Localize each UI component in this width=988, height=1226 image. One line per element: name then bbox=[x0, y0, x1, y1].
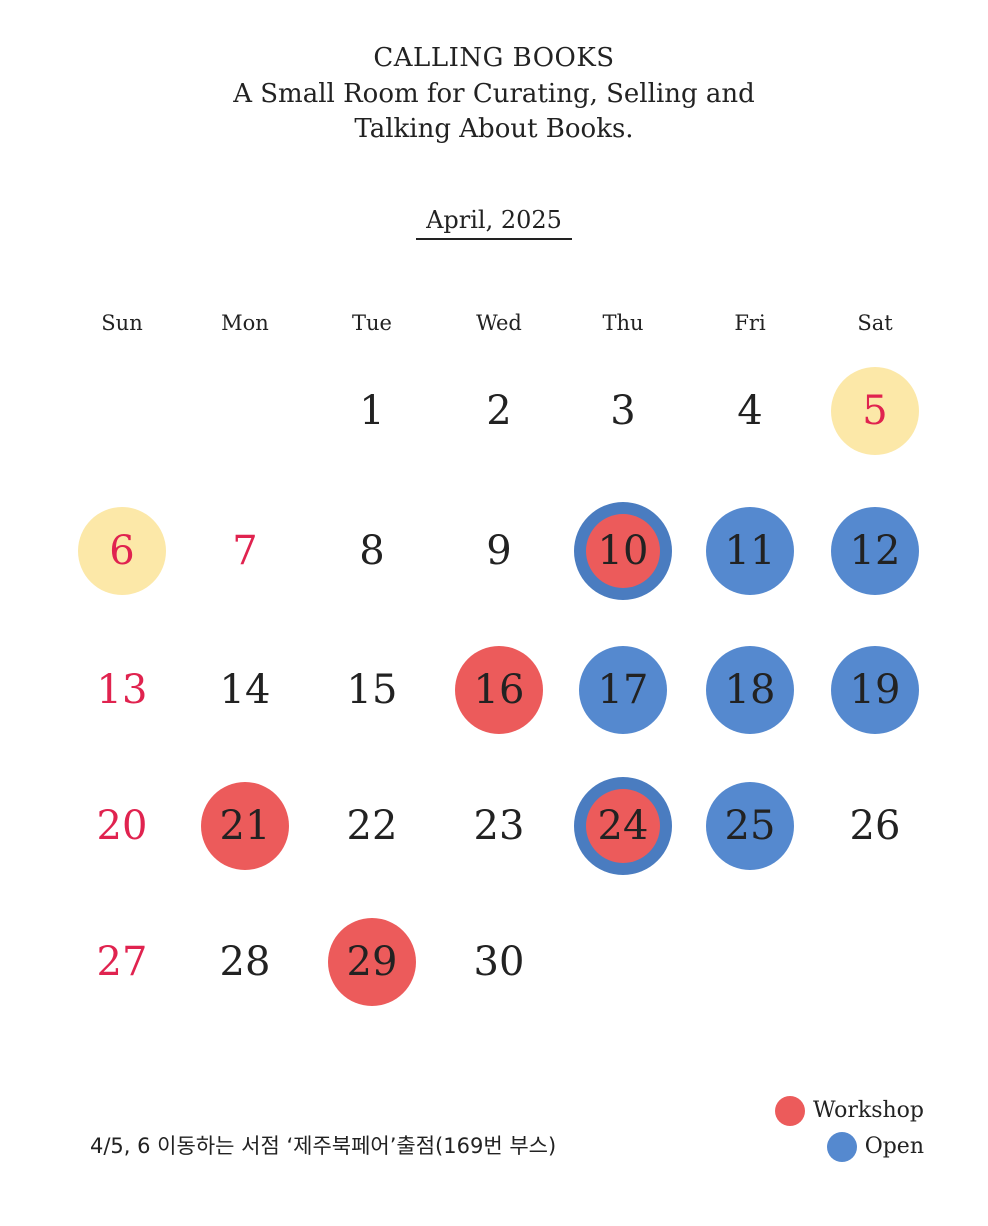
day-marker-circle bbox=[455, 646, 543, 734]
day-number: 28 bbox=[219, 939, 271, 985]
legend-workshop: Workshop bbox=[775, 1096, 924, 1126]
store-name: CALLING BOOKS bbox=[373, 43, 615, 73]
day-cell: 14 bbox=[195, 640, 295, 740]
day-cell: 17 bbox=[573, 640, 673, 740]
day-number: 20 bbox=[96, 803, 148, 849]
open-dot-icon bbox=[826, 1132, 857, 1162]
weekday-sat: Sat bbox=[857, 311, 893, 335]
day-number: 7 bbox=[232, 528, 258, 574]
day-marker-circle bbox=[706, 507, 794, 595]
day-cell: 27 bbox=[72, 912, 172, 1012]
day-cell: 12 bbox=[825, 501, 925, 601]
day-cell: 4 bbox=[700, 361, 800, 461]
day-cell: 26 bbox=[825, 776, 925, 876]
day-cell: 23 bbox=[449, 776, 549, 876]
day-cell: 1 bbox=[322, 361, 422, 461]
day-number: 4 bbox=[737, 388, 763, 434]
day-cell: 10 bbox=[573, 501, 673, 601]
day-number: 16 bbox=[473, 667, 525, 713]
day-marker-circle bbox=[201, 782, 289, 870]
day-cell: 7 bbox=[195, 501, 295, 601]
month-heading: April, 2025 bbox=[0, 204, 988, 240]
legend-open: Open bbox=[826, 1132, 924, 1162]
day-marker-circle bbox=[579, 646, 667, 734]
day-cell: 19 bbox=[825, 640, 925, 740]
day-cell: 16 bbox=[449, 640, 549, 740]
weekday-sun: Sun bbox=[101, 311, 143, 335]
day-number: 18 bbox=[724, 667, 776, 713]
day-cell: 22 bbox=[322, 776, 422, 876]
day-number: 2 bbox=[486, 388, 512, 434]
day-number: 11 bbox=[724, 528, 776, 574]
day-number: 17 bbox=[597, 667, 649, 713]
day-cell: 24 bbox=[573, 776, 673, 876]
legend-open-label: Open bbox=[864, 1134, 924, 1159]
day-marker-circle bbox=[831, 507, 919, 595]
day-number: 3 bbox=[610, 388, 636, 434]
day-number: 23 bbox=[473, 803, 525, 849]
day-number: 27 bbox=[96, 939, 148, 985]
day-cell: 18 bbox=[700, 640, 800, 740]
day-number: 25 bbox=[724, 803, 776, 849]
day-marker-circle bbox=[831, 646, 919, 734]
day-cell: 29 bbox=[322, 912, 422, 1012]
day-number: 22 bbox=[346, 803, 398, 849]
day-number: 8 bbox=[359, 528, 385, 574]
day-number: 12 bbox=[849, 528, 901, 574]
day-number: 29 bbox=[346, 939, 398, 985]
day-cell: 9 bbox=[449, 501, 549, 601]
day-cell: 25 bbox=[700, 776, 800, 876]
day-marker-circle bbox=[328, 918, 416, 1006]
day-cell: 15 bbox=[322, 640, 422, 740]
day-number: 26 bbox=[849, 803, 901, 849]
day-cell: 30 bbox=[449, 912, 549, 1012]
footer-note: 4/5, 6 이동하는 서점 ‘제주북페어’출점(169번 부스) bbox=[90, 1134, 557, 1158]
day-number: 15 bbox=[346, 667, 398, 713]
legend-workshop-label: Workshop bbox=[813, 1098, 924, 1123]
tagline-line-2: Talking About Books. bbox=[354, 114, 634, 144]
day-number: 14 bbox=[219, 667, 271, 713]
day-marker-circle bbox=[831, 367, 919, 455]
day-cell: 5 bbox=[825, 361, 925, 461]
day-marker-circle bbox=[574, 502, 672, 600]
day-number: 30 bbox=[473, 939, 525, 985]
header: CALLING BOOKS A Small Room for Curating,… bbox=[0, 40, 988, 146]
day-cell: 3 bbox=[573, 361, 673, 461]
tagline-line-1: A Small Room for Curating, Selling and bbox=[233, 79, 755, 109]
workshop-dot-icon bbox=[775, 1096, 805, 1126]
month-label: April, 2025 bbox=[416, 204, 572, 240]
day-cell: 20 bbox=[72, 776, 172, 876]
weekday-thu: Thu bbox=[602, 311, 644, 335]
day-marker-circle bbox=[78, 507, 166, 595]
day-number: 10 bbox=[597, 528, 649, 574]
day-cell: 21 bbox=[195, 776, 295, 876]
day-cell: 8 bbox=[322, 501, 422, 601]
day-cell: 28 bbox=[195, 912, 295, 1012]
weekday-fri: Fri bbox=[734, 311, 766, 335]
weekday-tue: Tue bbox=[352, 311, 392, 335]
day-cell: 11 bbox=[700, 501, 800, 601]
day-marker-circle bbox=[574, 777, 672, 875]
weekday-wed: Wed bbox=[476, 311, 522, 335]
day-cell: 13 bbox=[72, 640, 172, 740]
day-marker-circle bbox=[706, 782, 794, 870]
day-marker-circle bbox=[706, 646, 794, 734]
day-cell: 6 bbox=[72, 501, 172, 601]
day-number: 24 bbox=[597, 803, 649, 849]
day-cell: 2 bbox=[449, 361, 549, 461]
day-number: 21 bbox=[219, 803, 271, 849]
day-number: 1 bbox=[359, 388, 385, 434]
day-number: 19 bbox=[849, 667, 901, 713]
day-number: 9 bbox=[486, 528, 512, 574]
day-number: 6 bbox=[109, 528, 135, 574]
day-number: 5 bbox=[862, 388, 888, 434]
weekday-mon: Mon bbox=[221, 311, 269, 335]
day-number: 13 bbox=[96, 667, 148, 713]
